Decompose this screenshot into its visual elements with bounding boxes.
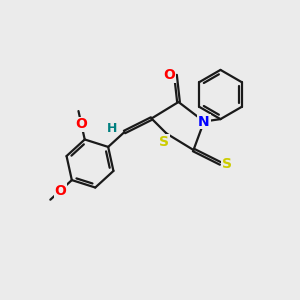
Text: O: O: [75, 117, 87, 131]
Text: O: O: [54, 184, 66, 198]
Text: H: H: [107, 122, 117, 135]
Text: N: N: [198, 115, 210, 128]
Text: O: O: [163, 68, 175, 82]
Text: S: S: [222, 157, 232, 170]
Text: S: S: [159, 135, 169, 149]
